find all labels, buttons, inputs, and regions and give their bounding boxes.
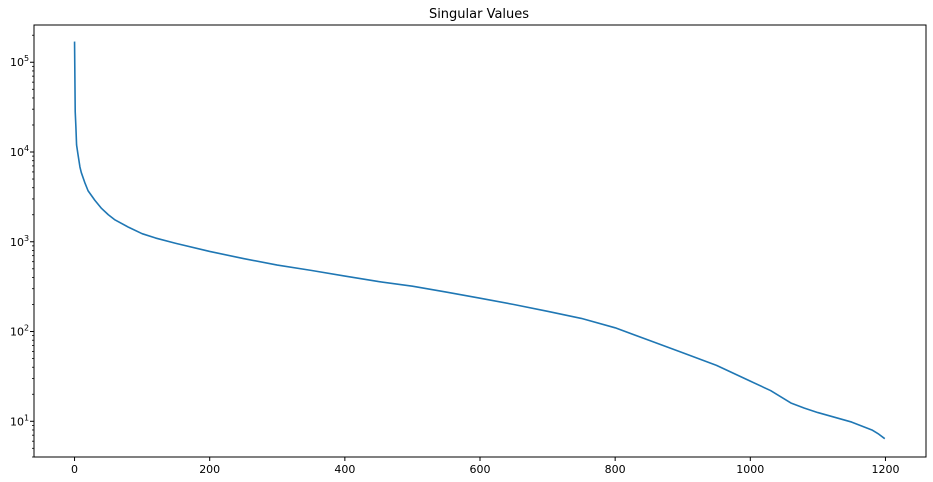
x-tick-label: 800 bbox=[605, 463, 626, 476]
plot-area bbox=[33, 24, 927, 458]
series-line bbox=[73, 41, 886, 440]
x-tick-label: 1000 bbox=[736, 463, 764, 476]
x-tick-label: 0 bbox=[71, 463, 78, 476]
y-tick-label-base: 10 bbox=[10, 415, 24, 428]
y-tick-label-exponent: 1 bbox=[24, 413, 29, 422]
y-tick-label: 103 bbox=[10, 234, 29, 249]
y-tick-label-base: 10 bbox=[10, 236, 24, 249]
y-tick-label-exponent: 5 bbox=[24, 54, 29, 63]
x-axis: 0 200 400 600 800 1000 1200 bbox=[71, 457, 899, 476]
y-tick-label: 105 bbox=[10, 54, 29, 69]
x-tick-label: 400 bbox=[334, 463, 355, 476]
y-tick-label-base: 10 bbox=[10, 56, 24, 69]
y-tick-label-base: 10 bbox=[10, 326, 24, 339]
y-tick-label: 101 bbox=[10, 413, 29, 428]
y-tick-label-base: 10 bbox=[10, 146, 24, 159]
x-tick-label: 1200 bbox=[871, 463, 899, 476]
x-tick-label: 600 bbox=[470, 463, 491, 476]
y-tick-label-exponent: 4 bbox=[24, 144, 29, 153]
series-layer bbox=[73, 41, 886, 440]
chart-title: Singular Values bbox=[429, 7, 529, 22]
x-tick-label: 200 bbox=[199, 463, 220, 476]
y-tick-label-exponent: 3 bbox=[24, 234, 29, 243]
y-tick-label-exponent: 2 bbox=[24, 324, 29, 333]
y-tick-label: 104 bbox=[10, 144, 29, 159]
y-tick-label: 102 bbox=[10, 324, 29, 339]
